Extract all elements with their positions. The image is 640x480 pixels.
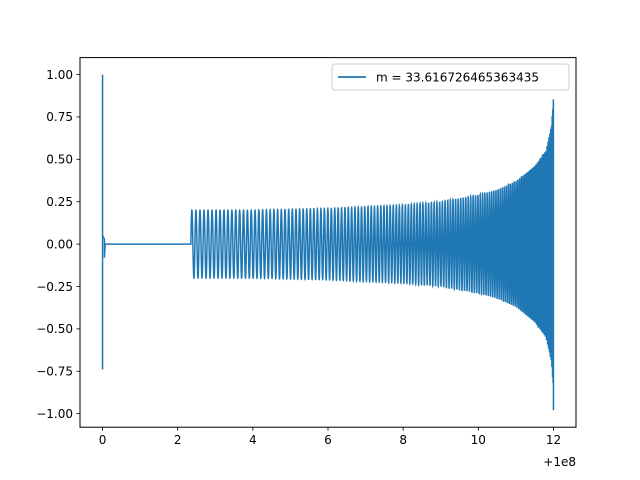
series-layer: [101, 74, 555, 411]
legend: m = 33.616726465363435: [331, 63, 570, 91]
legend-label: m = 33.616726465363435: [376, 71, 539, 85]
y-tick-label: 0.00: [46, 237, 73, 251]
y-tick-label: 0.25: [46, 195, 73, 209]
series-line: [101, 74, 555, 411]
x-tick-label: 10: [471, 433, 486, 447]
y-tick-label: −0.75: [36, 365, 73, 379]
y-tick-label: −1.00: [36, 407, 73, 421]
legend-box: [331, 63, 570, 91]
y-axis: 1.00 0.75 0.50 0.25 0.00 −0.25 −0.50 −0.75 −1.00: [36, 68, 80, 421]
x-offset-label: +1e8: [543, 455, 576, 469]
x-tick-label: 12: [546, 433, 561, 447]
y-tick-label: 1.00: [46, 68, 73, 82]
y-tick-label: 0.75: [46, 110, 73, 124]
x-tick-label: 4: [249, 433, 257, 447]
x-tick-label: 2: [174, 433, 182, 447]
x-axis: 0 2 4 6 8 10 12: [99, 427, 561, 447]
x-tick-label: 6: [324, 433, 332, 447]
x-tick-label: 8: [399, 433, 407, 447]
x-tick-label: 0: [99, 433, 107, 447]
y-tick-label: −0.25: [36, 280, 73, 294]
y-tick-label: 0.50: [46, 153, 73, 167]
y-tick-label: −0.50: [36, 322, 73, 336]
